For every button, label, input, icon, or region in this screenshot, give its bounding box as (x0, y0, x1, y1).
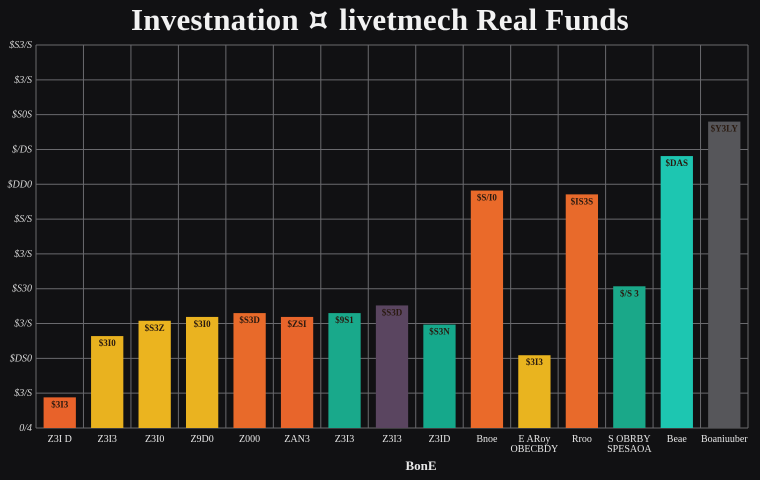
x-category-label: Z3I D (48, 434, 72, 445)
bar-value-label: $S3D (382, 307, 403, 317)
bar-value-label: $3I0 (99, 338, 117, 348)
x-category-label: Beae (667, 434, 688, 445)
x-category-label: Z3I3 (382, 434, 401, 445)
x-category-label: Boaniuuber (701, 434, 748, 445)
bar-value-label: $S3Z (145, 323, 165, 333)
y-tick-label: $S/S (14, 214, 32, 225)
x-category-label: ZAN3 (284, 434, 310, 445)
bar (185, 316, 219, 428)
y-tick-label: $DS0 (10, 353, 32, 364)
bar-value-label: $3I3 (526, 357, 544, 367)
bar (708, 121, 741, 428)
bar (518, 355, 551, 428)
bar-value-label: $S3D (239, 315, 260, 325)
bar-value-label: $3I0 (194, 319, 212, 329)
bar (138, 320, 171, 428)
bar (43, 397, 76, 428)
bar-value-label: $9S1 (335, 315, 354, 325)
bar-value-label: $IS3S (571, 196, 594, 206)
x-category-label: S OBRBY SPESAOA (607, 434, 652, 455)
x-category-label: Rroo (572, 434, 592, 445)
bar (423, 324, 456, 428)
y-tick-label: $3/S (14, 388, 32, 399)
chart-title: Investnation ⯏ livetmech Real Funds (131, 2, 629, 37)
y-tick-label: $3/S (14, 319, 32, 330)
bar-value-label: $DAS (666, 158, 689, 168)
bar (375, 305, 409, 428)
x-category-label: Z3I3 (97, 434, 116, 445)
bar (660, 156, 693, 428)
bar (565, 194, 599, 428)
bar-value-label: $/S 3 (620, 288, 639, 298)
bar-value-label: $3I3 (51, 399, 69, 409)
x-category-label: Bnoe (476, 434, 498, 445)
bar (613, 286, 646, 428)
x-category-label: Z3ID (429, 434, 451, 445)
bar-value-label: $S/I0 (477, 193, 498, 203)
x-category-label: Z9D0 (190, 434, 213, 445)
y-tick-label: $S0S (12, 110, 32, 121)
bar (91, 336, 124, 428)
x-category-label: E ARoy OBECBDY (511, 434, 559, 455)
y-tick-label: $3/S (14, 75, 32, 86)
bar (328, 313, 361, 428)
y-tick-label: $3/S (14, 249, 32, 260)
bar-value-label: $S3N (429, 327, 450, 337)
x-axis-label: BonE (405, 458, 436, 473)
y-tick-label: $S30 (12, 284, 32, 295)
y-tick-label: $/DS (12, 144, 32, 155)
y-tick-label: $DD0 (8, 179, 32, 190)
x-category-label: Z3I0 (145, 434, 164, 445)
x-category-label: Z000 (239, 434, 260, 445)
bar-value-label: $ZSI (288, 319, 308, 329)
bar (470, 190, 504, 428)
x-category-label: Z3I3 (335, 434, 354, 445)
bar (280, 316, 314, 428)
y-tick-label: $S3/S (9, 40, 32, 51)
y-tick-label: 0/4 (19, 423, 32, 434)
bar (233, 313, 266, 428)
bar-value-label: $Y3LY (711, 124, 739, 134)
